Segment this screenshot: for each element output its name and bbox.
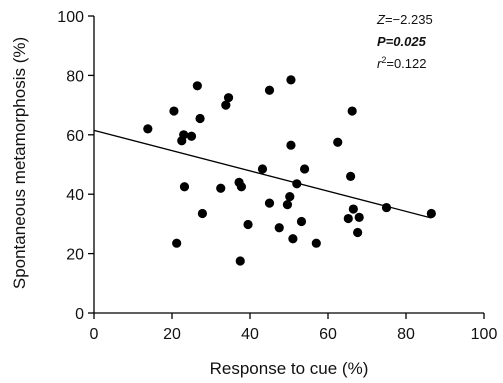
z-symbol: Z (376, 12, 386, 27)
x-tick-label: 100 (471, 326, 498, 343)
data-point (243, 219, 253, 230)
data-point (311, 238, 321, 248)
data-point (346, 171, 356, 181)
data-point (353, 227, 363, 238)
z-value: =−2.235 (385, 12, 433, 27)
data-point (348, 204, 358, 214)
stats-annotation: Z=−2.235 P=0.025 r2=0.122 (376, 12, 433, 71)
data-point (221, 100, 231, 110)
data-point (186, 131, 197, 141)
data-point (257, 164, 268, 174)
x-tick-label: 80 (397, 326, 415, 343)
data-point (286, 140, 296, 150)
x-axis-ticks: 0 20 40 60 80 100 (90, 313, 498, 343)
p-value: P=0.025 (377, 34, 427, 49)
data-point (288, 234, 298, 244)
axes (93, 16, 484, 314)
r-squared-value: =0.122 (386, 56, 426, 71)
y-tick-label: 100 (57, 9, 84, 26)
data-point (216, 183, 226, 193)
r-squared: r2=0.122 (377, 55, 426, 71)
data-point (179, 182, 190, 192)
data-point (343, 213, 353, 224)
data-point (296, 216, 307, 227)
data-point (354, 212, 364, 222)
x-tick-label: 60 (319, 326, 337, 343)
data-point (236, 182, 247, 192)
y-tick-label: 0 (75, 306, 84, 323)
y-tick-label: 80 (66, 68, 84, 85)
p-value-text: P=0.025 (377, 34, 427, 49)
y-axis-label: Spontaneous metamorphosis (%) (10, 37, 29, 289)
data-point (300, 164, 310, 174)
regression-line (93, 129, 432, 219)
y-tick-label: 40 (66, 187, 84, 204)
data-point (264, 198, 275, 208)
y-tick-label: 60 (66, 128, 84, 145)
data-point (286, 75, 296, 85)
data-point (197, 208, 208, 219)
data-point (195, 113, 205, 124)
data-point (381, 202, 392, 213)
data-point (285, 191, 295, 202)
x-tick-label: 20 (163, 326, 181, 343)
data-point (426, 208, 436, 219)
y-tick-label: 20 (66, 247, 84, 264)
r-symbol: r (377, 56, 382, 71)
z-statistic: Z=−2.235 (376, 12, 433, 27)
data-point (172, 238, 182, 248)
x-tick-label: 0 (90, 326, 99, 343)
regression-line-group (93, 129, 432, 219)
data-point (143, 124, 153, 134)
y-axis-ticks: 0 20 40 60 80 100 (57, 9, 94, 323)
data-point (282, 199, 293, 210)
data-point (169, 106, 179, 116)
data-point (223, 93, 234, 103)
r-squared-superscript: 2 (381, 55, 386, 65)
data-point (292, 179, 302, 189)
x-axis-label: Response to cue (%) (210, 359, 369, 378)
data-point (179, 130, 189, 140)
data-point (264, 85, 275, 95)
data-point (274, 223, 284, 233)
x-tick-label: 40 (241, 326, 259, 343)
data-point (347, 106, 357, 116)
data-point (235, 256, 245, 266)
data-point (192, 81, 202, 91)
data-points (143, 75, 436, 266)
data-point (333, 137, 343, 147)
